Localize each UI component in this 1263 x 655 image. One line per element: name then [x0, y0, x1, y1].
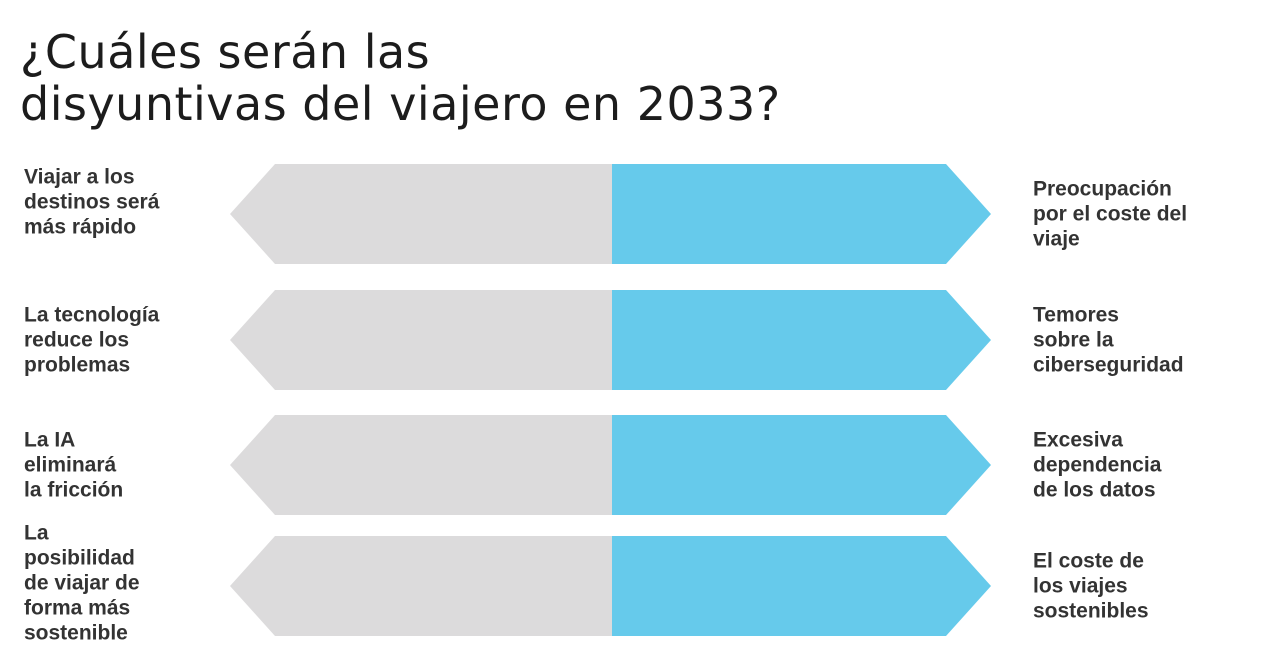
- dilemma-row-3: La IA eliminará la fricción Excesiva dep…: [0, 415, 1263, 515]
- row-4-right-arrow: [612, 536, 991, 636]
- row-1-left-arrow: [230, 164, 612, 264]
- row-3-left-label: La IA eliminará la fricción: [24, 428, 124, 502]
- row-4-double-arrow: [230, 536, 991, 636]
- row-3-double-arrow: [230, 415, 991, 515]
- row-1-right-label: Preocupación por el coste del viaje: [1033, 177, 1188, 251]
- row-2-right-label: Temores sobre la ciberseguridad: [1033, 303, 1184, 377]
- row-1-right-arrow: [612, 164, 991, 264]
- row-2-left-arrow: [230, 290, 612, 390]
- row-3-right-arrow: [612, 415, 991, 515]
- title-line-2: disyuntivas del viajero en 2033?: [20, 77, 781, 131]
- row-3-right-label: Excesiva dependencia de los datos: [1033, 428, 1162, 502]
- dilemma-row-1: Viajar a los destinos será más rápido Pr…: [0, 164, 1263, 264]
- page-title: ¿Cuáles serán las disyuntivas del viajer…: [20, 26, 781, 130]
- row-4-left-label: La posibilidad de viajar de forma más so…: [24, 521, 140, 645]
- row-2-left-label: La tecnología reduce los problemas: [24, 303, 160, 377]
- title-line-1: ¿Cuáles serán las: [20, 25, 431, 79]
- row-1-double-arrow: [230, 164, 991, 264]
- row-2-double-arrow: [230, 290, 991, 390]
- dilemma-row-4: La posibilidad de viajar de forma más so…: [0, 522, 1263, 645]
- row-2-right-arrow: [612, 290, 991, 390]
- row-3-left-arrow: [230, 415, 612, 515]
- row-4-right-label: El coste de los viajes sostenibles: [1033, 549, 1149, 623]
- row-4-left-arrow: [230, 536, 612, 636]
- row-1-left-label: Viajar a los destinos será más rápido: [24, 165, 160, 239]
- dilemma-row-2: La tecnología reduce los problemas Temor…: [0, 290, 1263, 390]
